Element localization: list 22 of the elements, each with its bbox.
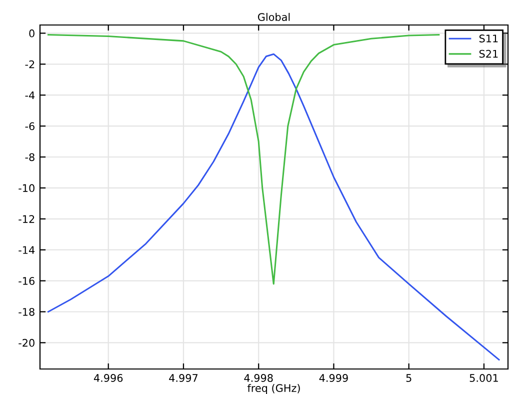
y-tick-label: -16 xyxy=(18,277,34,285)
y-tick-label: -18 xyxy=(18,308,34,316)
y-tick-label: -14 xyxy=(18,246,35,254)
y-tick-label: -10 xyxy=(18,184,34,192)
line-series xyxy=(48,34,440,285)
y-tick-label: 0 xyxy=(29,29,34,38)
x-tick-label: 5.001 xyxy=(470,374,498,382)
x-tick-label: 4.998 xyxy=(244,374,273,382)
y-tick-label: -2 xyxy=(25,60,34,68)
x-axis-title: freq (GHz) xyxy=(247,384,300,394)
y-tick-label: -8 xyxy=(25,153,34,162)
legend-label: S11 xyxy=(479,34,498,42)
x-tick-label: 4.999 xyxy=(319,374,348,382)
y-tick-label: -6 xyxy=(25,122,34,130)
y-tick-label: -12 xyxy=(18,215,34,223)
x-tick-label: 4.997 xyxy=(169,374,198,382)
x-tick-label: 4.996 xyxy=(94,374,123,382)
legend-label: S21 xyxy=(479,50,498,58)
chart-title: Global xyxy=(258,12,290,21)
y-tick-label: -4 xyxy=(25,91,35,100)
y-tick-label: -20 xyxy=(18,338,34,347)
x-tick-label: 5 xyxy=(406,374,412,382)
